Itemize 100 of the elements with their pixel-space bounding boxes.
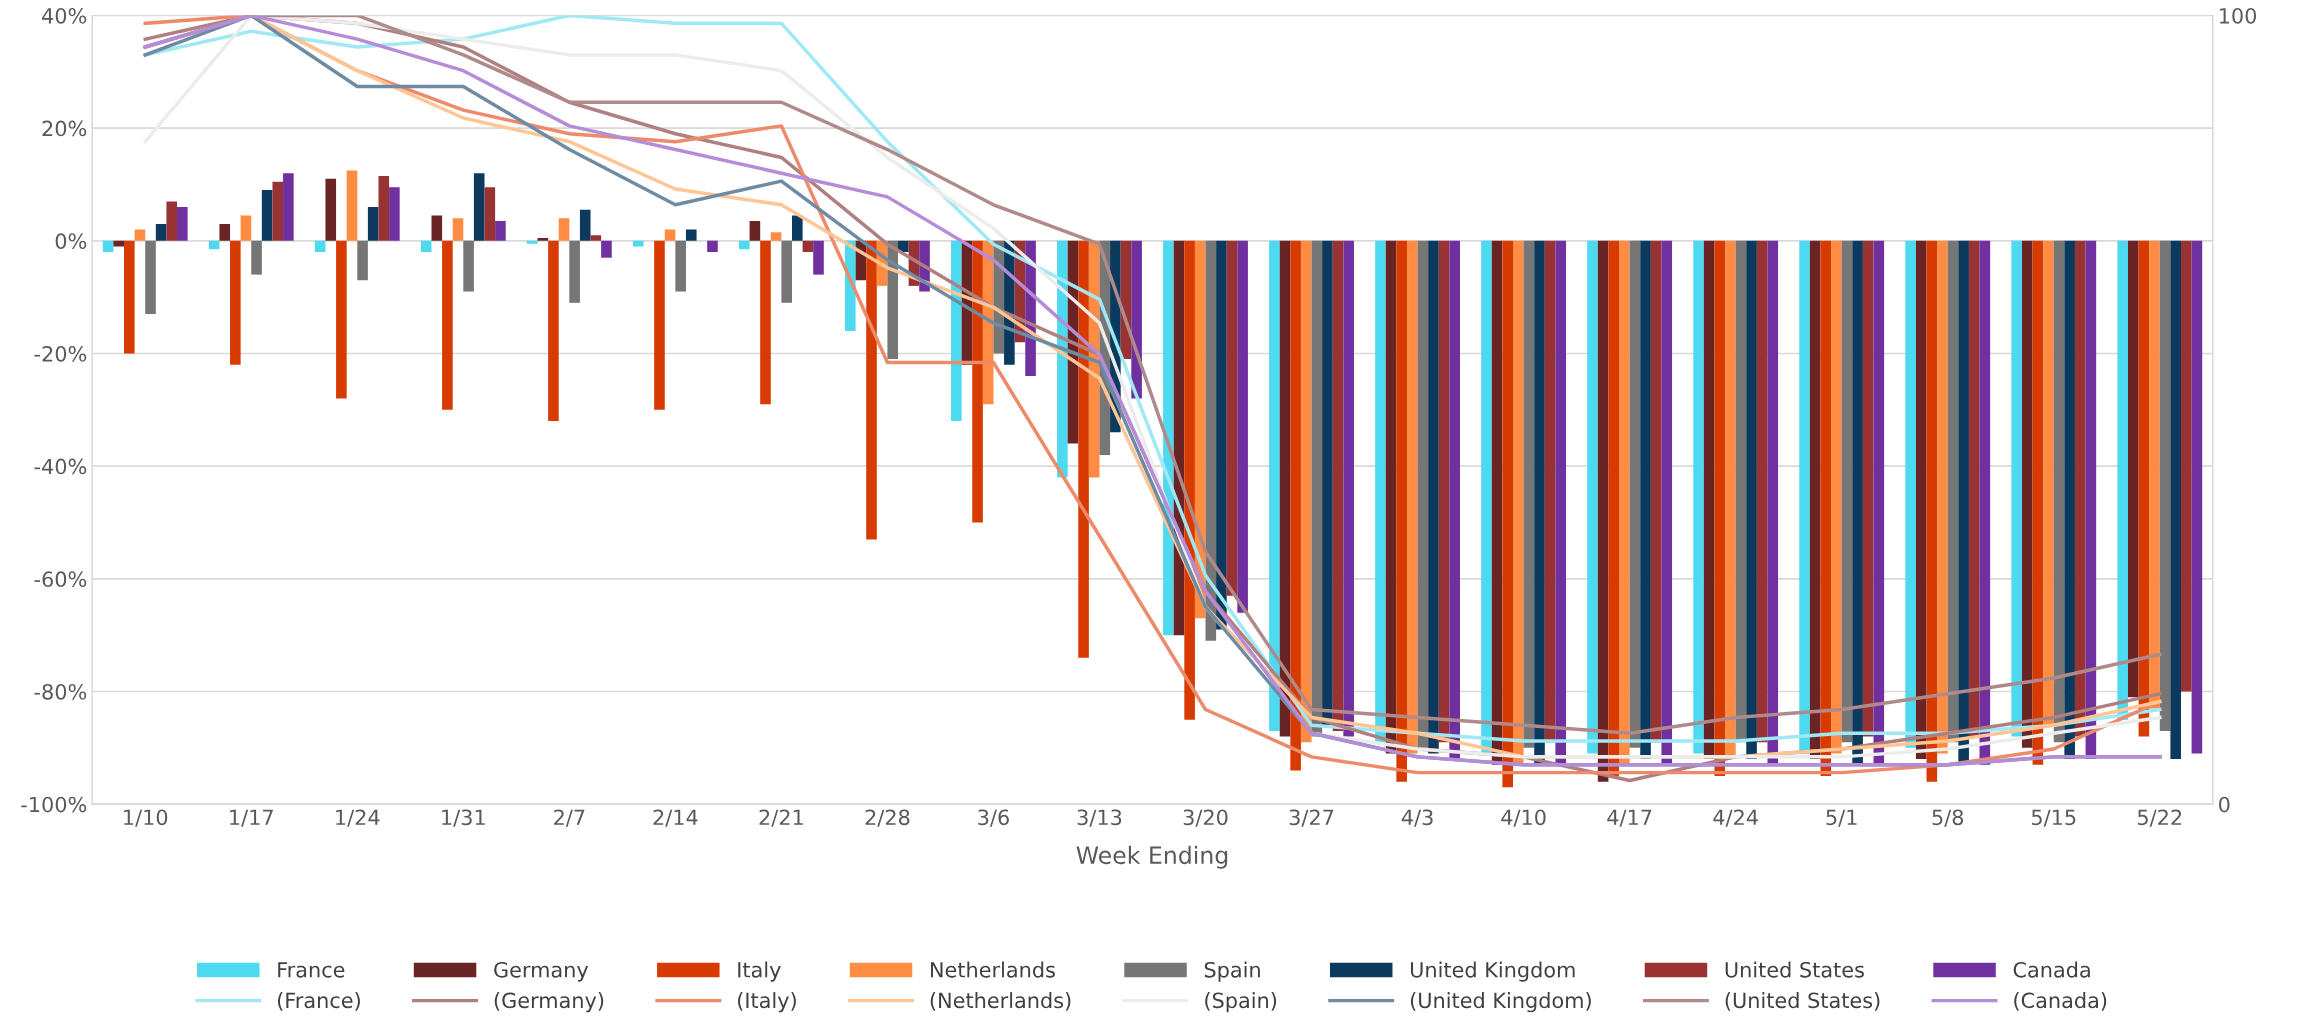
bar — [1269, 240, 1280, 731]
bar — [792, 215, 803, 241]
bar — [2011, 240, 2022, 737]
bar — [134, 229, 146, 241]
bar — [314, 240, 326, 253]
bar — [1661, 240, 1673, 765]
x-tick-label: 3/27 — [1289, 809, 1334, 827]
bar — [1417, 240, 1429, 748]
bar — [1767, 240, 1779, 765]
bar — [707, 240, 718, 253]
legend-label: (United Kingdom) — [1410, 992, 1591, 1013]
bar — [2021, 240, 2033, 748]
bar — [770, 232, 782, 241]
x-tick-label: 2/14 — [653, 809, 698, 827]
x-tick-label: 4/17 — [1607, 809, 1652, 827]
x-tick-label: 5/1 — [1826, 809, 1857, 827]
bar — [1406, 240, 1418, 754]
bar — [1290, 240, 1301, 771]
bar — [1926, 240, 1938, 782]
bar — [484, 187, 496, 241]
bar — [1629, 240, 1641, 748]
bar — [2180, 240, 2192, 692]
x-tick-label: 1/17 — [230, 809, 273, 827]
bar — [2149, 240, 2160, 709]
y-tick-label: 20% — [42, 120, 87, 137]
x-tick-label: 5/8 — [1932, 809, 1964, 827]
legend-label: Spain — [1204, 961, 1260, 982]
bar — [1311, 240, 1323, 737]
bar — [1279, 240, 1291, 737]
bar — [579, 209, 591, 241]
x-tick-label: 4/24 — [1713, 809, 1758, 827]
bar — [675, 240, 686, 292]
x-tick-label: 4/10 — [1501, 809, 1546, 827]
y-tick-label: -80% — [34, 683, 87, 700]
x-tick-label: 2/7 — [554, 809, 585, 827]
bar — [1587, 240, 1598, 754]
bar — [2138, 240, 2150, 737]
bar — [601, 240, 612, 258]
legend-label: Germany — [494, 961, 589, 982]
y-tick-label: 0% — [55, 233, 87, 250]
x-tick-label: 5/22 — [2138, 809, 2182, 827]
bar — [2159, 240, 2171, 731]
bar — [230, 240, 241, 365]
bar — [251, 240, 262, 275]
bar — [442, 240, 453, 410]
bar — [1322, 240, 1333, 726]
x-axis-title: Week Ending — [1076, 845, 1228, 869]
bar — [2127, 240, 2139, 698]
bar — [526, 240, 538, 244]
bar — [1831, 240, 1842, 754]
bar — [685, 229, 697, 241]
bar — [389, 187, 400, 241]
bar — [325, 178, 337, 241]
bar — [1332, 240, 1344, 731]
bar — [1619, 240, 1630, 765]
bar — [1491, 240, 1503, 765]
bar — [813, 240, 824, 275]
x-tick-label: 1/31 — [442, 809, 485, 827]
bar — [1608, 240, 1620, 777]
bar — [1216, 240, 1227, 630]
legend-label: (France) — [277, 992, 360, 1011]
bar — [219, 223, 231, 241]
legend-label: (Italy) — [738, 992, 796, 1013]
bar — [1226, 240, 1238, 596]
bar — [452, 218, 464, 241]
legend-label: (Netherlands) — [930, 992, 1071, 1011]
bar — [431, 215, 443, 241]
bar — [664, 229, 676, 241]
bar — [166, 201, 178, 241]
bar — [654, 240, 665, 410]
bar — [781, 240, 792, 303]
bar — [898, 240, 909, 253]
y-tick-label: -100% — [21, 796, 87, 813]
x-tick-label: 3/13 — [1077, 809, 1122, 827]
legend-label: Netherlands — [930, 961, 1055, 978]
legend-label: Canada — [2013, 961, 2090, 978]
bar — [1862, 240, 1874, 737]
bar — [1841, 240, 1853, 743]
bar — [749, 221, 761, 241]
bar — [632, 240, 644, 247]
bar — [1385, 240, 1397, 754]
bar — [102, 240, 114, 253]
bar — [1915, 240, 1927, 760]
x-tick-label: 5/15 — [2031, 809, 2076, 827]
bar — [367, 207, 379, 241]
bar — [1513, 240, 1524, 765]
bar — [2117, 240, 2128, 720]
bar — [558, 218, 570, 241]
bar — [738, 240, 750, 250]
bar — [590, 235, 602, 241]
bar — [1237, 240, 1248, 613]
bar — [1937, 240, 1948, 754]
bar — [346, 170, 358, 241]
bar — [463, 240, 474, 292]
y-tick-label: 40% — [42, 7, 87, 24]
bar — [1873, 240, 1885, 765]
bar — [113, 240, 125, 247]
bar — [336, 240, 347, 399]
bar — [1820, 240, 1832, 777]
bar — [1555, 240, 1567, 765]
